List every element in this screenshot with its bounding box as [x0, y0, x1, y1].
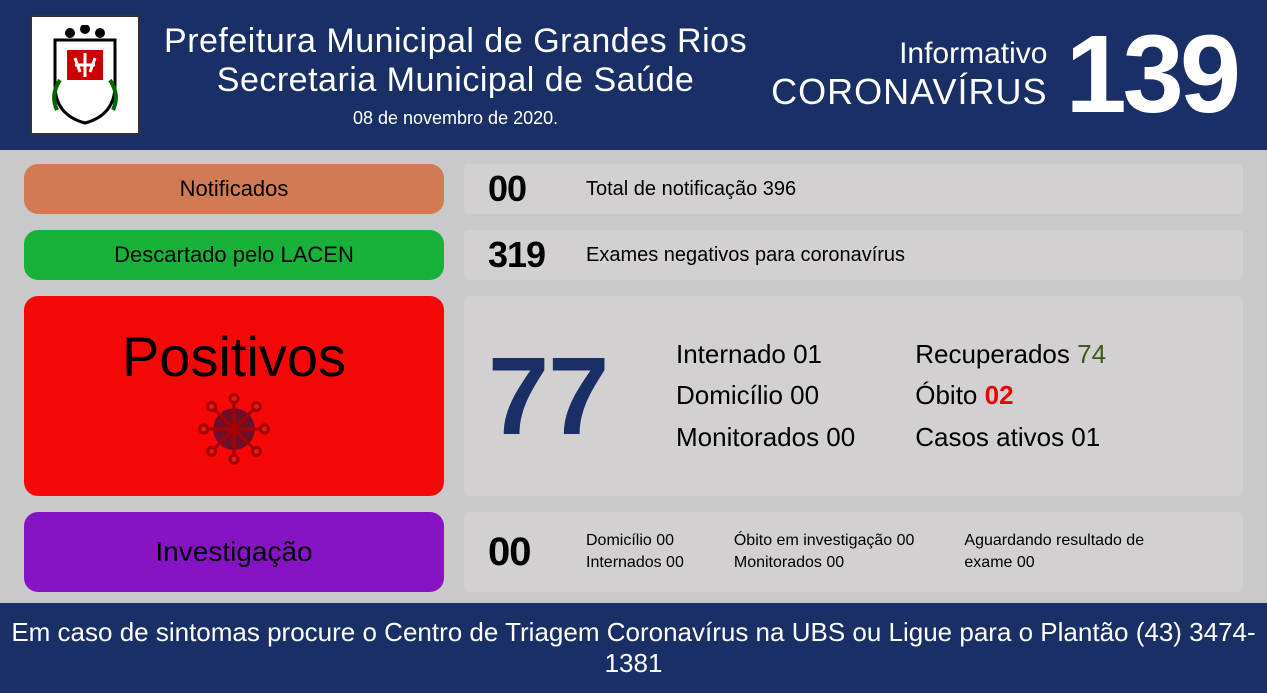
footer-bar: Em caso de sintomas procure o Centro de … [0, 603, 1267, 693]
investigacao-value: 00 [488, 530, 558, 575]
domicilio-text: Domicílio 00 [676, 375, 855, 417]
pill-investigacao: Investigação [24, 512, 444, 592]
inv-aguardando-2: exame 00 [964, 552, 1144, 574]
pill-descartado: Descartado pelo LACEN [24, 230, 444, 280]
row-notificados: Notificados 00 Total de notificação 396 [24, 164, 1243, 214]
notificados-desc: Total de notificação 396 [586, 178, 796, 201]
report-date: 08 de novembro de 2020. [160, 108, 751, 129]
inv-internados: Internados 00 [586, 552, 684, 574]
inv-domicilio: Domicílio 00 [586, 530, 684, 552]
obito-value: 02 [985, 380, 1014, 410]
panel-investigacao: 00 Domicílio 00 Internados 00 Óbito em i… [464, 512, 1243, 592]
descartado-value: 319 [488, 234, 558, 276]
row-positivos: Positivos 77 Internado 01 [24, 296, 1243, 496]
investigacao-details: Domicílio 00 Internados 00 Óbito em inve… [586, 530, 1144, 575]
coronavirus-label: CORONAVÍRUS [771, 71, 1047, 113]
header-titles: Prefeitura Municipal de Grandes Rios Sec… [160, 22, 751, 129]
bulletin-info: Informativo CORONAVÍRUS 139 [771, 20, 1237, 130]
ativos-text: Casos ativos 01 [915, 417, 1106, 459]
recuperados-value: 74 [1077, 339, 1106, 369]
virus-icon [194, 389, 274, 469]
bulletin-number: 139 [1065, 20, 1237, 130]
content-area: Notificados 00 Total de notificação 396 … [0, 150, 1267, 652]
department-title: Secretaria Municipal de Saúde [160, 61, 751, 100]
notificados-value: 00 [488, 168, 558, 210]
descartado-desc: Exames negativos para coronavírus [586, 244, 905, 267]
investigacao-label: Investigação [155, 536, 312, 568]
obito-line: Óbito 02 [915, 375, 1106, 417]
municipality-title: Prefeitura Municipal de Grandes Rios [160, 22, 751, 61]
row-descartado: Descartado pelo LACEN 319 Exames negativ… [24, 230, 1243, 280]
descartado-label: Descartado pelo LACEN [114, 242, 354, 268]
positivos-details: Internado 01 Domicílio 00 Monitorados 00… [676, 334, 1106, 459]
panel-descartado: 319 Exames negativos para coronavírus [464, 230, 1243, 280]
notificados-label: Notificados [180, 176, 289, 202]
recuperados-line: Recuperados 74 [915, 334, 1106, 376]
positivos-label: Positivos [122, 324, 346, 389]
panel-positivos: 77 Internado 01 Domicílio 00 Monitorados… [464, 296, 1243, 496]
header-bar: Prefeitura Municipal de Grandes Rios Sec… [0, 0, 1267, 150]
monitorados-text: Monitorados 00 [676, 417, 855, 459]
inv-obito: Óbito em investigação 00 [734, 530, 915, 552]
internado-text: Internado 01 [676, 334, 855, 376]
panel-notificados: 00 Total de notificação 396 [464, 164, 1243, 214]
obito-label: Óbito [915, 380, 984, 410]
inv-aguardando-1: Aguardando resultado de [964, 530, 1144, 552]
informativo-label: Informativo [771, 37, 1047, 71]
row-investigacao: Investigação 00 Domicílio 00 Internados … [24, 512, 1243, 592]
recuperados-label: Recuperados [915, 339, 1077, 369]
positivos-value: 77 [488, 333, 648, 460]
pill-positivos: Positivos [24, 296, 444, 496]
municipal-crest [30, 15, 140, 135]
pill-notificados: Notificados [24, 164, 444, 214]
inv-monitorados: Monitorados 00 [734, 552, 915, 574]
